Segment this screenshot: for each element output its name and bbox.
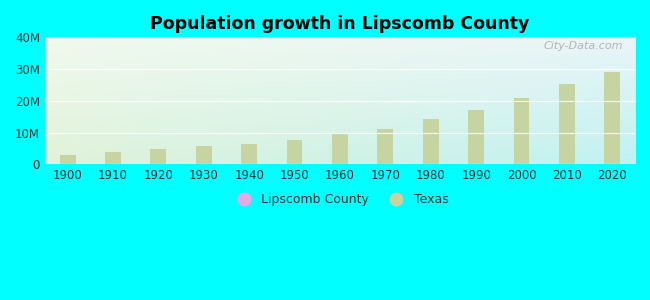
Text: City-Data.com: City-Data.com bbox=[543, 41, 623, 51]
Bar bbox=[422, 119, 439, 164]
Title: Population growth in Lipscomb County: Population growth in Lipscomb County bbox=[150, 15, 530, 33]
Bar bbox=[196, 146, 212, 164]
Bar bbox=[241, 144, 257, 164]
Bar bbox=[60, 154, 75, 164]
Bar bbox=[378, 129, 393, 164]
Bar bbox=[559, 85, 575, 164]
Bar bbox=[105, 152, 121, 164]
Bar bbox=[514, 98, 530, 164]
Legend: Lipscomb County, Texas: Lipscomb County, Texas bbox=[226, 188, 454, 211]
Bar bbox=[287, 140, 302, 164]
Bar bbox=[468, 110, 484, 164]
Bar bbox=[332, 134, 348, 164]
Bar bbox=[150, 149, 166, 164]
Bar bbox=[604, 72, 620, 164]
